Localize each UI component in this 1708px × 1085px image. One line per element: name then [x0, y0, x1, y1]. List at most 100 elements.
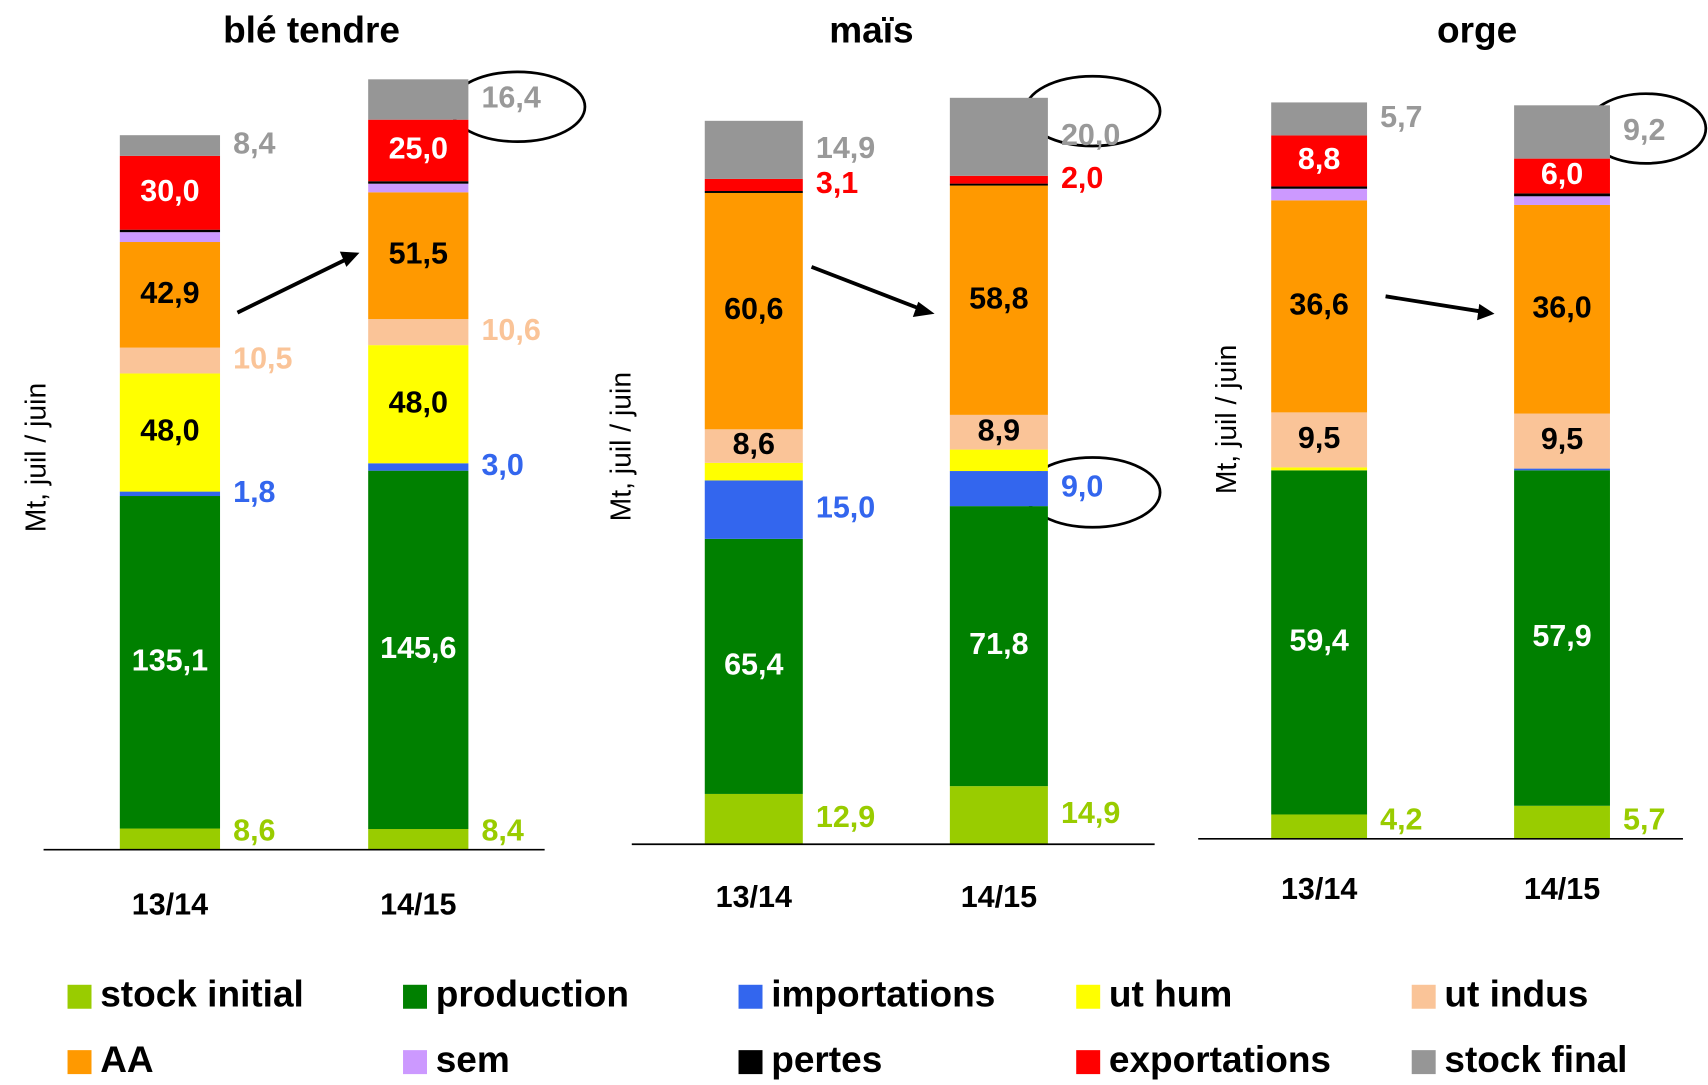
x-tick-label: 14/15	[380, 887, 456, 921]
value-label: 9,2	[1623, 113, 1665, 147]
x-tick-label: 13/14	[132, 887, 208, 921]
legend-label: ut indus	[1444, 973, 1588, 1015]
value-label: 135,1	[132, 643, 208, 677]
legend-label: stock final	[1444, 1038, 1627, 1080]
arrow	[810, 265, 923, 312]
bar-segment	[949, 471, 1048, 507]
value-label: 15,0	[816, 491, 875, 525]
bar-segment	[704, 192, 803, 430]
value-label: 5,7	[1380, 100, 1422, 134]
bar-segment	[119, 373, 221, 492]
bar-segment	[1271, 467, 1368, 471]
arrow-head	[1477, 303, 1495, 321]
bar-segment	[119, 828, 221, 850]
x-tick-label: 13/14	[716, 880, 792, 914]
legend-swatch	[1076, 984, 1101, 1009]
bar-segment	[1514, 470, 1610, 806]
bar-segment	[368, 79, 469, 120]
bar-segment	[1271, 102, 1368, 136]
value-label: 8,6	[233, 813, 275, 847]
value-label: 8,9	[978, 413, 1020, 447]
value-label: 59,4	[1289, 623, 1348, 657]
bar-segment	[368, 345, 469, 464]
bar-segment	[1271, 412, 1368, 468]
value-label: 5,7	[1623, 802, 1665, 836]
value-label: 20,0	[1061, 118, 1120, 152]
bar-segment	[368, 463, 469, 471]
value-label: 36,6	[1289, 287, 1348, 321]
value-label: 2,0	[1061, 161, 1103, 195]
bar-segment	[704, 462, 803, 481]
value-label: 6,0	[1541, 157, 1583, 191]
value-label: 25,0	[389, 132, 448, 166]
chart-title: maïs	[829, 8, 913, 50]
bar-segment	[704, 429, 803, 463]
bar-segment	[119, 242, 221, 348]
bar-segment	[1271, 135, 1368, 187]
legend-label: importations	[771, 973, 995, 1015]
bar-segment	[1271, 200, 1368, 413]
x-tick-label: 14/15	[961, 880, 1037, 914]
bar-segment	[704, 120, 803, 179]
value-label: 14,9	[816, 131, 875, 165]
legend-label: exportations	[1109, 1038, 1331, 1080]
bar-segment	[704, 178, 803, 192]
value-label: 8,8	[1298, 142, 1340, 176]
value-label: 3,0	[481, 448, 523, 482]
legend-swatch	[738, 1050, 763, 1075]
legend-label: production	[436, 973, 629, 1015]
bar-segment	[949, 414, 1048, 450]
legend-label: AA	[100, 1038, 153, 1080]
bar-segment	[119, 155, 221, 230]
bar-segment	[368, 192, 469, 320]
bar-segment	[949, 183, 1048, 186]
bar-segment	[1271, 814, 1368, 839]
legend-swatch	[67, 1050, 92, 1075]
bar-segment	[368, 119, 469, 182]
value-label: 3,1	[816, 166, 858, 200]
bar-segment	[119, 229, 221, 233]
bar-segment	[1271, 470, 1368, 815]
value-label: 58,8	[969, 281, 1028, 315]
value-label: 14,9	[1061, 796, 1120, 830]
bar-segment	[368, 183, 469, 193]
bar-segment	[1514, 158, 1610, 194]
legend-label: sem	[436, 1038, 510, 1080]
value-label: 51,5	[389, 237, 448, 271]
chart-title: blé tendre	[223, 8, 400, 50]
bar-segment	[949, 97, 1048, 176]
value-label: 10,6	[481, 313, 540, 347]
legend-swatch	[1411, 984, 1436, 1009]
bar-segment	[119, 496, 221, 829]
legend-label: stock initial	[100, 973, 304, 1015]
legend-swatch	[1411, 1050, 1436, 1075]
value-label: 1,8	[233, 475, 275, 509]
value-label: 16,4	[481, 81, 540, 115]
value-label: 36,0	[1532, 290, 1591, 324]
y-axis-label: Mt, juil / juin	[606, 372, 638, 521]
legend-swatch	[738, 984, 763, 1009]
bar-segment	[1514, 196, 1610, 205]
bar-segment	[368, 470, 469, 830]
legend-swatch	[403, 1050, 427, 1075]
value-label: 42,9	[140, 276, 199, 310]
bar-segment	[949, 175, 1048, 184]
bar-segment	[1271, 186, 1368, 189]
arrow	[1385, 294, 1482, 314]
bar-segment	[368, 319, 469, 346]
bar-segment	[1514, 468, 1610, 471]
legend-label: pertes	[771, 1038, 882, 1080]
value-label: 30,0	[140, 174, 199, 208]
value-label: 9,5	[1298, 421, 1340, 455]
legend-swatch	[403, 984, 427, 1009]
arrow-head	[912, 301, 935, 318]
value-label: 12,9	[816, 800, 875, 834]
legend-swatch	[1076, 1050, 1101, 1075]
bar-segment	[1514, 105, 1610, 159]
value-label: 8,4	[233, 127, 275, 161]
value-label: 145,6	[380, 631, 456, 665]
arrow	[236, 257, 348, 315]
value-label: 71,8	[969, 627, 1028, 661]
legend-swatch	[67, 984, 92, 1009]
bar-segment	[368, 181, 469, 184]
